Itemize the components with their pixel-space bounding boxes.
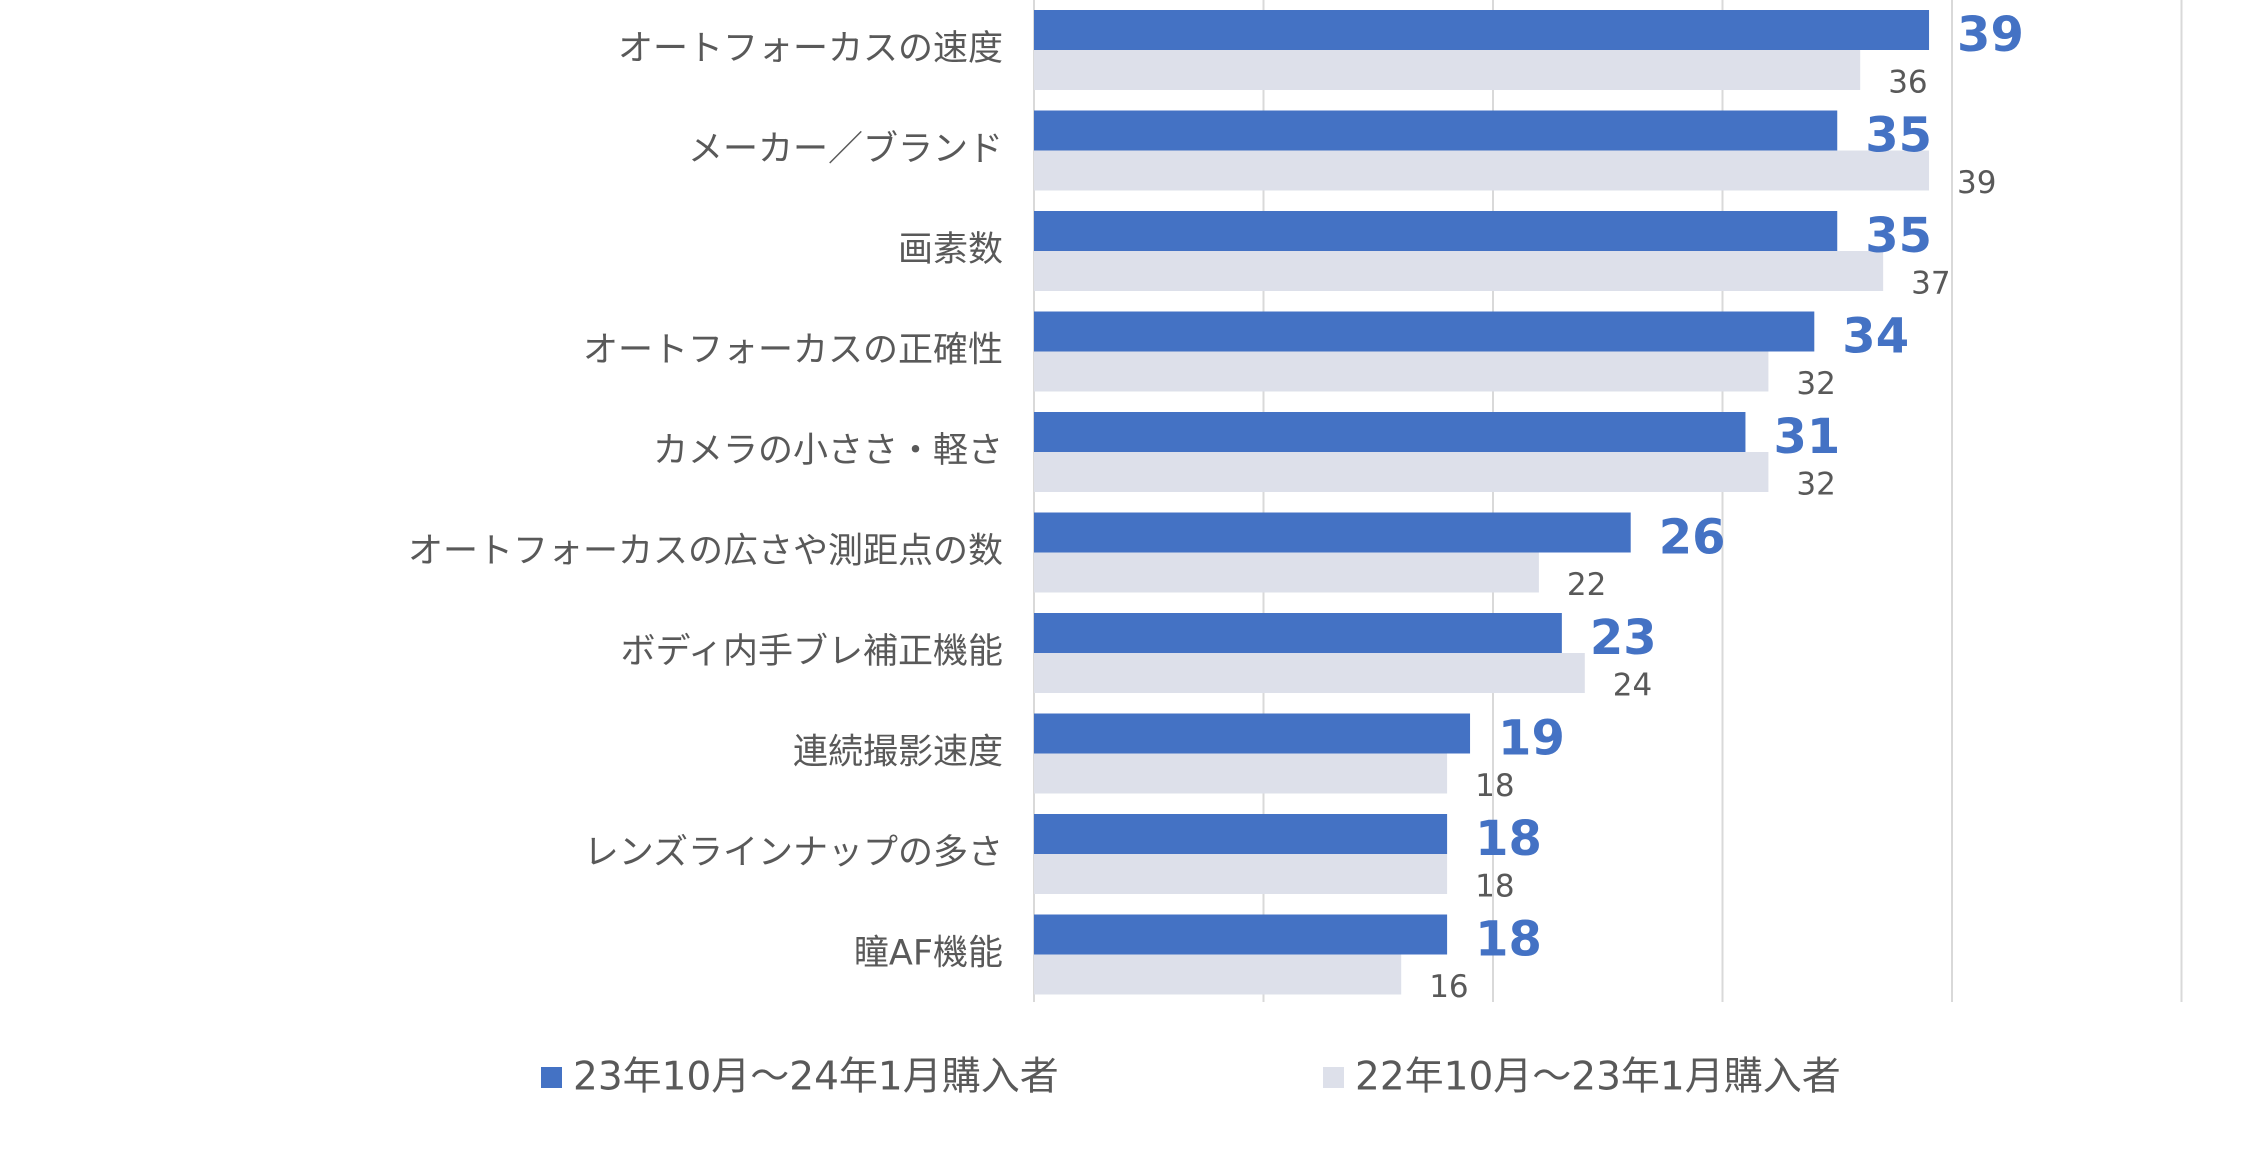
- data-label-series-b: 16: [1429, 969, 1468, 1005]
- category-label: オートフォーカスの正確性: [583, 331, 1003, 371]
- category-label: オートフォーカスの速度: [618, 29, 1003, 69]
- data-label-series-b: 36: [1888, 65, 1927, 101]
- category-label: ボディ内手ブレ補正機能: [620, 632, 1003, 672]
- bar-series-b: [1034, 954, 1402, 995]
- data-label-series-a: 34: [1842, 309, 1909, 365]
- bar-series-a: [1034, 613, 1562, 653]
- legend: 23年10月～24年1月購入者 22年10月～23年1月購入者: [541, 1055, 1841, 1100]
- bar-series-b: [1034, 552, 1539, 593]
- data-label-series-a: 26: [1659, 510, 1726, 566]
- bar-series-a: [1034, 814, 1448, 854]
- bar-series-b: [1034, 653, 1585, 693]
- data-label-series-b: 32: [1796, 366, 1835, 402]
- bar-series-b: [1034, 452, 1769, 492]
- legend-label-series-a: 23年10月～24年1月購入者: [573, 1055, 1059, 1100]
- bar-series-a: [1034, 914, 1448, 955]
- category-label: 連続撮影速度: [793, 733, 1003, 773]
- bar-series-b: [1034, 251, 1884, 291]
- bar-series-a: [1034, 10, 1930, 50]
- data-label-series-a: 35: [1865, 208, 1932, 264]
- data-label-series-b: 37: [1911, 266, 1950, 302]
- data-label-series-b: 24: [1613, 668, 1652, 704]
- legend-swatch-series-a: [541, 1067, 562, 1088]
- data-label-series-b: 18: [1475, 869, 1514, 905]
- data-label-series-a: 18: [1475, 912, 1542, 968]
- category-label: 画素数: [898, 230, 1003, 270]
- legend-swatch-series-b: [1323, 1067, 1344, 1088]
- data-label-series-b: 22: [1567, 567, 1606, 603]
- data-label-series-b: 39: [1957, 165, 1996, 201]
- bar-series-a: [1034, 713, 1471, 754]
- bar-series-b: [1034, 753, 1448, 794]
- data-label-series-a: 31: [1773, 409, 1840, 465]
- category-label: オートフォーカスの広さや測距点の数: [408, 532, 1003, 572]
- data-label-series-a: 18: [1475, 811, 1542, 867]
- bar-series-a: [1034, 412, 1746, 452]
- data-label-series-a: 35: [1865, 108, 1932, 164]
- bar-series-a: [1034, 211, 1838, 251]
- category-label: レンズラインナップの多さ: [584, 833, 1003, 873]
- bar-series-b: [1034, 854, 1448, 894]
- bar-series-a: [1034, 110, 1838, 151]
- bar-series-b: [1034, 50, 1861, 90]
- legend-label-series-b: 22年10月～23年1月購入者: [1355, 1055, 1841, 1100]
- bar-series-b: [1034, 150, 1930, 191]
- bar-series-b: [1034, 351, 1769, 392]
- bars: [1034, 10, 1930, 995]
- bar-series-a: [1034, 311, 1815, 352]
- data-label-series-b: 32: [1796, 467, 1835, 503]
- category-label: メーカー／ブランド: [688, 130, 1003, 170]
- data-label-series-b: 18: [1475, 768, 1514, 804]
- category-label: 瞳AF機能: [854, 934, 1003, 974]
- bar-series-a: [1034, 512, 1631, 553]
- data-label-series-a: 39: [1957, 7, 2024, 63]
- data-label-series-a: 19: [1498, 711, 1565, 767]
- category-label: カメラの小ささ・軽さ: [653, 431, 1003, 471]
- category-labels: オートフォーカスの速度メーカー／ブランド画素数オートフォーカスの正確性カメラの小…: [408, 29, 1003, 974]
- data-label-series-a: 23: [1590, 610, 1657, 666]
